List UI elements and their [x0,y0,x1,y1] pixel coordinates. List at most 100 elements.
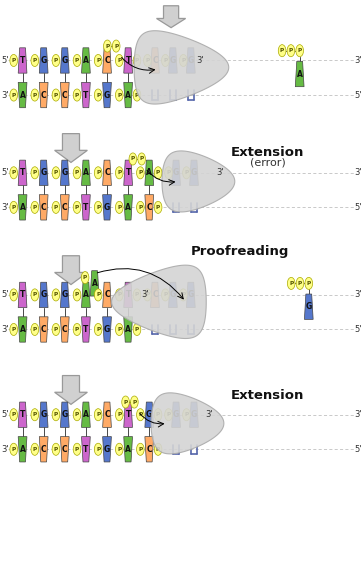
Circle shape [154,202,162,214]
Circle shape [10,202,17,214]
Text: C: C [62,445,68,454]
Circle shape [73,89,81,101]
Text: A: A [125,90,131,100]
Polygon shape [103,402,111,427]
Text: P: P [156,412,160,417]
Text: T: T [20,410,25,419]
Text: P: P [96,205,100,210]
Circle shape [10,444,17,455]
Circle shape [10,289,17,301]
Text: C: C [41,203,47,212]
Circle shape [288,278,295,289]
Text: C: C [152,56,158,65]
Polygon shape [60,160,69,185]
Text: P: P [105,44,110,48]
Text: P: P [12,205,16,210]
Text: P: P [114,44,118,48]
Text: G: G [188,56,194,65]
Circle shape [296,278,304,289]
Circle shape [136,409,144,420]
Polygon shape [186,282,195,308]
Text: T: T [83,90,88,100]
Circle shape [115,444,123,455]
Polygon shape [18,402,27,427]
Circle shape [10,167,17,179]
Polygon shape [82,48,90,73]
Text: C: C [152,290,158,300]
Text: P: P [145,58,150,63]
Polygon shape [103,437,111,462]
Text: G: G [104,203,110,212]
Polygon shape [39,160,48,185]
Circle shape [31,89,39,101]
Circle shape [31,202,39,214]
Circle shape [94,202,102,214]
Polygon shape [124,402,132,427]
Text: C: C [104,168,110,177]
Text: P: P [156,205,160,210]
Polygon shape [82,160,90,185]
Circle shape [10,55,17,67]
Text: P: P [184,412,189,417]
Text: P: P [54,293,58,297]
Text: 5': 5' [2,56,9,65]
Circle shape [138,153,146,165]
Polygon shape [60,48,69,73]
Polygon shape [39,282,48,308]
Polygon shape [82,437,90,462]
Text: T: T [83,445,88,454]
Circle shape [52,89,60,101]
Polygon shape [18,195,27,220]
Polygon shape [39,195,48,220]
Text: P: P [12,293,16,297]
Text: 3': 3' [2,203,9,212]
Text: 3': 3' [197,56,204,65]
Text: P: P [117,447,121,452]
Polygon shape [60,282,69,308]
Circle shape [115,89,123,101]
Text: P: P [33,170,37,175]
Text: P: P [123,400,128,404]
Text: P: P [163,293,167,297]
Polygon shape [145,160,154,185]
Text: P: P [117,205,121,210]
Polygon shape [124,82,132,108]
Text: P: P [184,170,189,175]
Circle shape [154,167,162,179]
Circle shape [94,89,102,101]
Polygon shape [60,82,69,108]
Text: P: P [54,58,58,63]
Circle shape [73,409,81,420]
Text: P: P [33,58,37,63]
Text: C: C [41,325,47,334]
Circle shape [52,202,60,214]
Text: Extension: Extension [231,389,304,402]
Polygon shape [18,282,27,308]
Text: T: T [83,203,88,212]
Text: 5': 5' [2,410,9,419]
Text: 3': 3' [142,290,149,300]
Circle shape [52,55,60,67]
Circle shape [305,278,313,289]
Text: A: A [125,325,131,334]
Text: A: A [125,445,131,454]
Text: G: G [146,410,153,419]
Text: Extension: Extension [231,146,304,159]
Circle shape [115,289,123,301]
Circle shape [133,324,141,335]
Text: 5': 5' [2,290,9,300]
Text: P: P [298,281,302,286]
Polygon shape [162,151,235,212]
Polygon shape [134,31,229,104]
Polygon shape [82,402,90,427]
Text: G: G [104,445,110,454]
Text: P: P [131,157,135,161]
Text: P: P [181,293,185,297]
Circle shape [143,55,151,67]
Text: 3': 3' [355,290,362,300]
Text: P: P [135,58,139,63]
Polygon shape [190,402,198,427]
Text: A: A [20,325,25,334]
Text: P: P [54,327,58,332]
Text: C: C [146,445,152,454]
